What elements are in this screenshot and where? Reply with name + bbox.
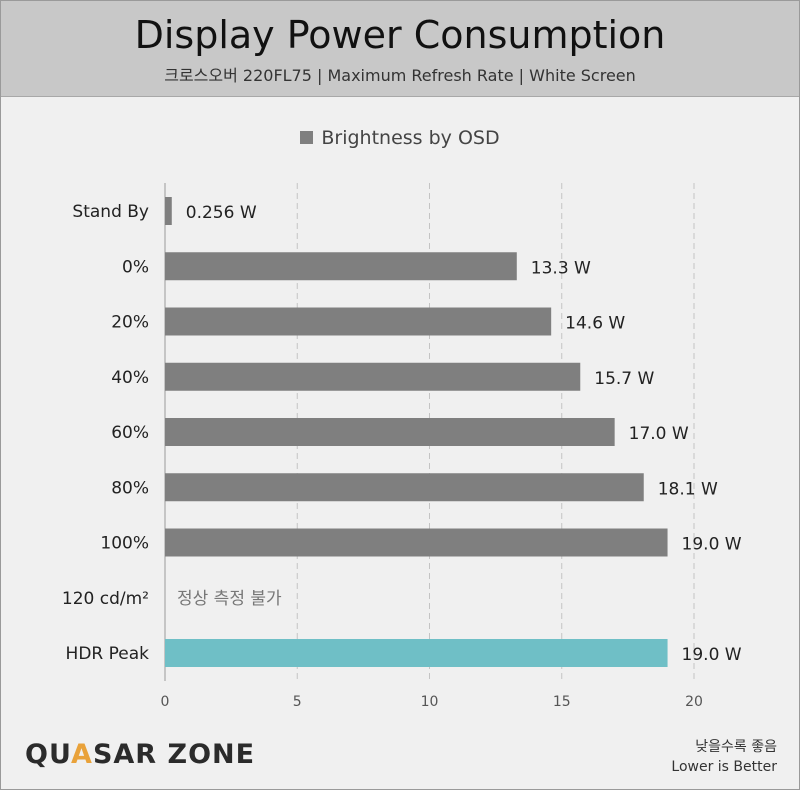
value-label: 17.0 W <box>629 424 689 444</box>
bar <box>165 362 581 391</box>
value-label: 19.0 W <box>682 645 742 665</box>
category-label: 100% <box>100 534 149 554</box>
footer-note: 낮을수록 좋음 Lower is Better <box>671 737 777 777</box>
category-label: 120 cd/m² <box>62 589 149 609</box>
x-tick-label: 10 <box>421 694 439 710</box>
value-label: 15.7 W <box>594 369 654 389</box>
x-tick-label: 5 <box>293 694 302 710</box>
category-label: 60% <box>111 423 149 443</box>
x-tick-label: 0 <box>161 694 170 710</box>
value-label: 18.1 W <box>658 479 718 499</box>
bar <box>165 528 668 557</box>
bar <box>165 307 552 336</box>
value-label: 0.256 W <box>186 203 257 223</box>
category-label: 80% <box>111 478 149 498</box>
category-label: HDR Peak <box>66 644 150 664</box>
bar <box>165 639 668 667</box>
value-label: 13.3 W <box>531 258 591 278</box>
chart-title: Display Power Consumption <box>134 13 666 57</box>
bar <box>165 252 517 281</box>
bar <box>165 418 615 446</box>
chart-subtitle: 크로스오버 220FL75 | Maximum Refresh Rate | W… <box>164 66 636 85</box>
bar <box>165 197 172 225</box>
category-label: 0% <box>122 257 149 277</box>
x-tick-label: 20 <box>685 694 703 710</box>
not-measurable-label: 정상 측정 불가 <box>177 589 282 609</box>
value-label: 19.0 W <box>682 535 742 555</box>
quasarzone-logo: QUASAR ZONE <box>25 739 256 770</box>
category-label: 20% <box>111 313 149 333</box>
chart-header: Display Power Consumption 크로스오버 220FL75 … <box>1 1 799 97</box>
note-korean: 낮을수록 좋음 <box>695 739 777 755</box>
value-label: 14.6 W <box>565 314 625 334</box>
x-tick-label: 15 <box>553 694 571 710</box>
category-label: Stand By <box>72 202 149 222</box>
legend-label: Brightness by OSD <box>321 127 500 149</box>
note-english: Lower is Better <box>671 759 777 775</box>
chart-legend: Brightness by OSD <box>1 127 799 149</box>
legend-swatch <box>300 131 314 144</box>
category-label: 40% <box>111 368 149 388</box>
bar <box>165 473 644 502</box>
